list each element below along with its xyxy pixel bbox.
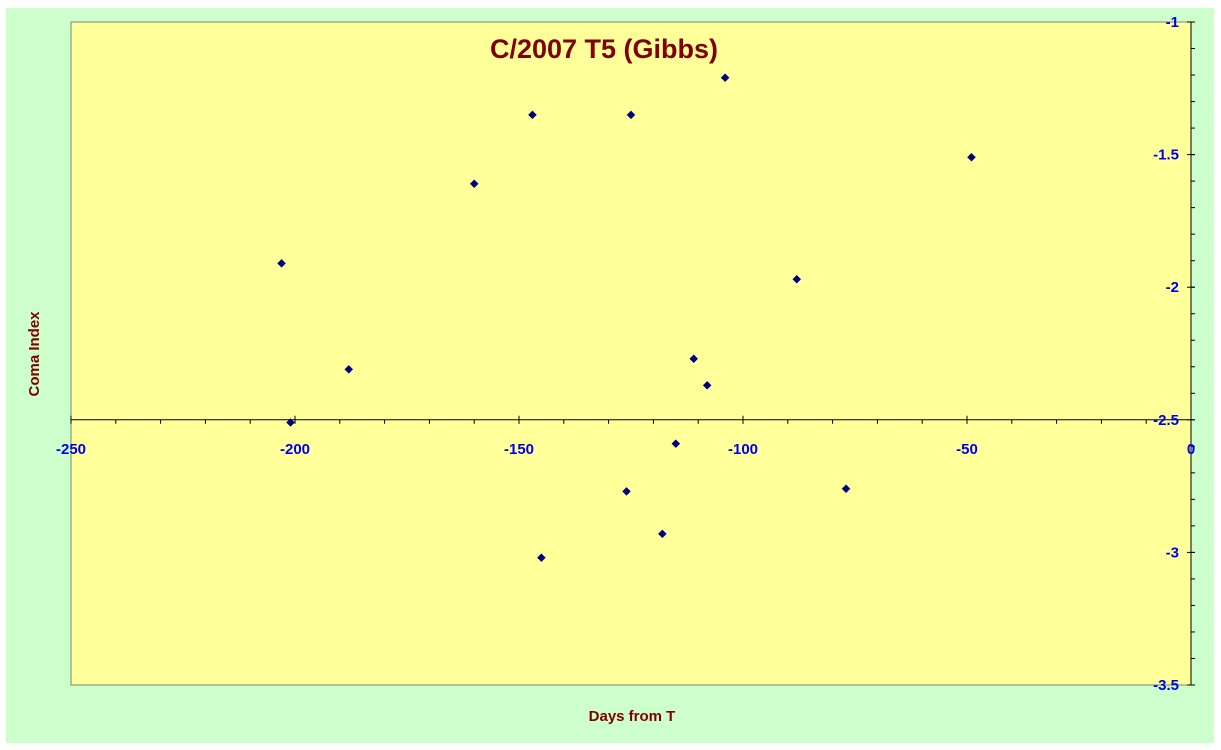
y-tick-label: -2 xyxy=(1166,279,1179,296)
data-point xyxy=(626,110,636,120)
x-tick-label: -200 xyxy=(280,441,310,458)
chart-title: C/2007 T5 (Gibbs) xyxy=(490,34,718,64)
y-tick-label: -2.5 xyxy=(1153,412,1179,429)
data-point xyxy=(720,73,730,83)
data-point xyxy=(622,487,631,496)
y-axis-title: Coma Index xyxy=(26,311,43,397)
x-tick-label: -100 xyxy=(728,441,758,458)
data-point xyxy=(689,354,699,364)
data-point xyxy=(528,110,537,120)
chart-area: -250 -200 -150 -100 -50 0 -1 -1.5 -2 -2.5 -3 -3.5 … xyxy=(6,8,1214,743)
data-point xyxy=(702,380,712,390)
y-tick-labels: -1 -1.5 -2 -2.5 -3 -3.5 xyxy=(1153,14,1179,694)
data-point xyxy=(344,365,354,374)
data-point xyxy=(792,274,802,284)
data-point xyxy=(286,418,295,427)
data-point xyxy=(671,439,681,449)
data-point xyxy=(277,258,286,268)
x-tick-labels: -250 -200 -150 -100 -50 0 xyxy=(56,441,1195,458)
x-tick-label: -50 xyxy=(956,441,978,458)
y-tick-label: -1.5 xyxy=(1153,147,1179,164)
y-tick-label: -3.5 xyxy=(1153,677,1179,694)
y-tick-label: -3 xyxy=(1166,544,1179,561)
data-point xyxy=(537,553,546,563)
data-points xyxy=(277,73,976,563)
data-point xyxy=(841,484,851,494)
data-point xyxy=(967,152,976,162)
data-point xyxy=(469,179,479,189)
x-tick-label: 0 xyxy=(1187,441,1195,458)
x-tick-label: -150 xyxy=(504,441,534,458)
x-axis-title: Days from T xyxy=(589,708,676,725)
x-tick-label: -250 xyxy=(56,441,86,458)
data-point xyxy=(658,529,667,539)
y-tick-label: -1 xyxy=(1166,14,1179,31)
scatter-chart: -250 -200 -150 -100 -50 0 -1-1.5-2-2.5-3-3.5 … xyxy=(26,14,1195,725)
plot-area xyxy=(70,21,1192,686)
